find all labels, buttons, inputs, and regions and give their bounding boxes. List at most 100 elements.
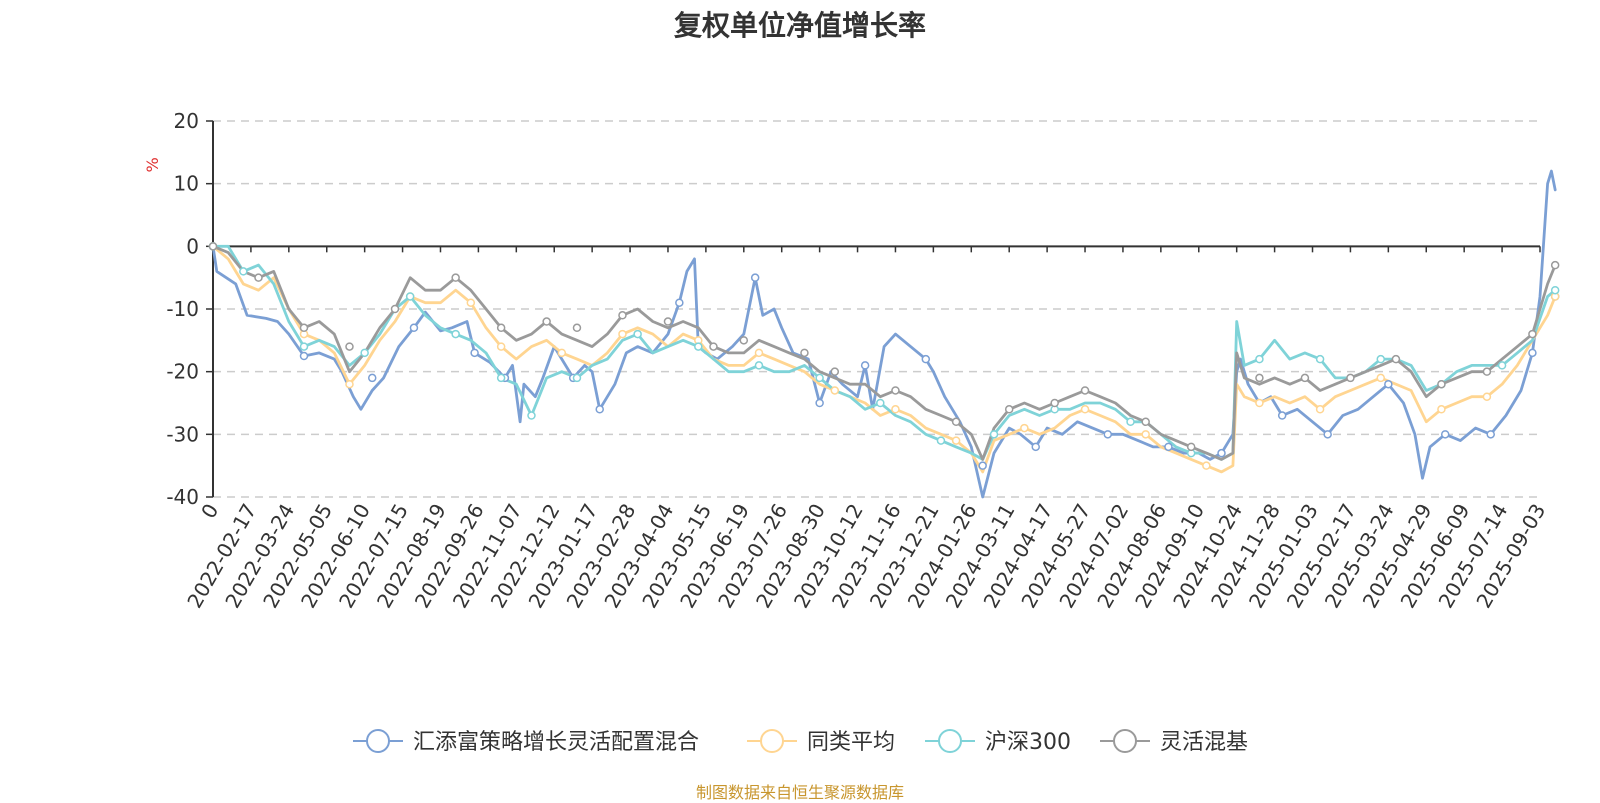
data-point [345,342,354,351]
y-tick-label: -40 [166,485,199,509]
y-tick-label: -20 [166,360,199,384]
data-point [299,323,309,333]
data-point [1020,423,1029,433]
data-point [891,405,900,414]
data-point [572,373,582,383]
data-point [1315,405,1325,414]
legend-label: 汇添富策略增长灵活配置混合 [413,730,699,755]
data-point [367,373,377,383]
series-line [211,169,1557,499]
legend-marker [938,729,962,753]
legend-label: 同类平均 [807,730,895,755]
series-markers [208,242,1560,470]
data-point [254,273,263,282]
legend-marker [760,729,784,753]
chart-title: 复权单位净值增长率 [673,9,926,42]
series-line [211,244,1557,474]
data-point [1323,430,1332,439]
data-point [1482,392,1492,401]
data-point [1141,430,1150,439]
y-tick-label: -10 [166,297,199,321]
y-tick-label: 10 [174,172,199,196]
data-point [633,329,642,339]
data-point [527,411,536,420]
data-point [815,373,824,383]
data-point [951,436,961,445]
legend-marker [366,729,390,753]
data-point [1384,379,1393,389]
data-point [750,273,760,282]
data-point [299,342,309,351]
y-tick-label: 20 [174,109,199,133]
data-point [1217,448,1226,458]
data-point [1255,373,1264,383]
data-point [891,386,900,395]
data-point [542,317,551,326]
data-point [1482,367,1492,376]
legend-label: 灵活混基 [1160,730,1248,755]
data-point [1255,398,1264,408]
data-point [1277,411,1287,420]
data-point [694,342,703,351]
data-point [1004,405,1014,414]
data-point [466,298,476,307]
series-lines [211,169,1557,499]
data-point [405,292,415,301]
axes [206,120,1541,498]
data-point [1550,285,1560,295]
data-point [1528,329,1537,339]
data-point [618,311,627,320]
data-point [1031,442,1040,452]
data-point [572,323,582,333]
data-source-footer: 制图数据来自恒生聚源数据库 [695,783,904,802]
data-point [496,323,506,333]
data-point [1528,348,1537,358]
data-point [1376,373,1386,383]
data-point [345,379,354,389]
x-tick-label: 0 [196,500,223,523]
y-tick-label: 0 [186,234,199,258]
data-point [1497,361,1507,370]
data-point [451,329,460,339]
data-point [739,336,749,345]
legend: 汇添富策略增长灵活配置混合 同类平均 沪深300 灵活混基 [353,729,1248,755]
data-point [1080,386,1090,395]
series-line [211,244,1557,461]
data-point [921,354,931,364]
data-point [754,361,764,370]
data-point [1103,430,1113,439]
data-point [951,417,961,427]
data-point [860,361,870,370]
data-point [754,348,764,358]
data-point [618,329,627,339]
grid-lines [213,120,1540,498]
data-point [1126,417,1135,427]
data-point [1315,354,1325,364]
legend-marker [1113,729,1137,753]
data-point [989,430,999,439]
data-point [1346,373,1355,383]
data-point [390,304,400,314]
data-point [299,351,309,361]
data-point [830,367,840,376]
data-point [1080,405,1090,414]
data-point [496,342,506,351]
data-point [1050,398,1059,408]
data-point [936,436,946,445]
data-point [675,298,684,307]
data-point [1202,461,1211,470]
data-point [239,267,248,276]
data-point [451,273,460,282]
data-point [978,461,987,470]
data-point [1300,373,1310,383]
data-point [496,373,506,383]
y-axis-label: % [143,157,162,172]
data-point [557,348,567,358]
data-point [663,317,673,326]
data-point [595,405,604,414]
data-point [1486,430,1495,439]
data-point [409,323,419,333]
data-point [1255,354,1264,364]
data-point [360,348,369,358]
